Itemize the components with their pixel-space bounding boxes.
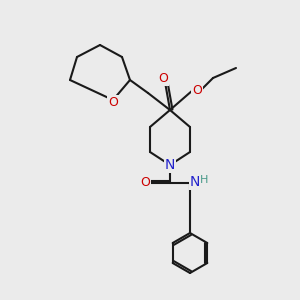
Text: O: O [108, 95, 118, 109]
Text: N: N [165, 158, 175, 172]
Text: N: N [190, 175, 200, 189]
Text: O: O [158, 71, 168, 85]
Text: O: O [192, 83, 202, 97]
Text: H: H [200, 175, 208, 185]
Text: O: O [140, 176, 150, 188]
